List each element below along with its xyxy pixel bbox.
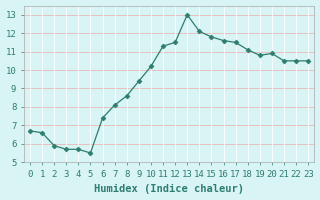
- X-axis label: Humidex (Indice chaleur): Humidex (Indice chaleur): [94, 184, 244, 194]
